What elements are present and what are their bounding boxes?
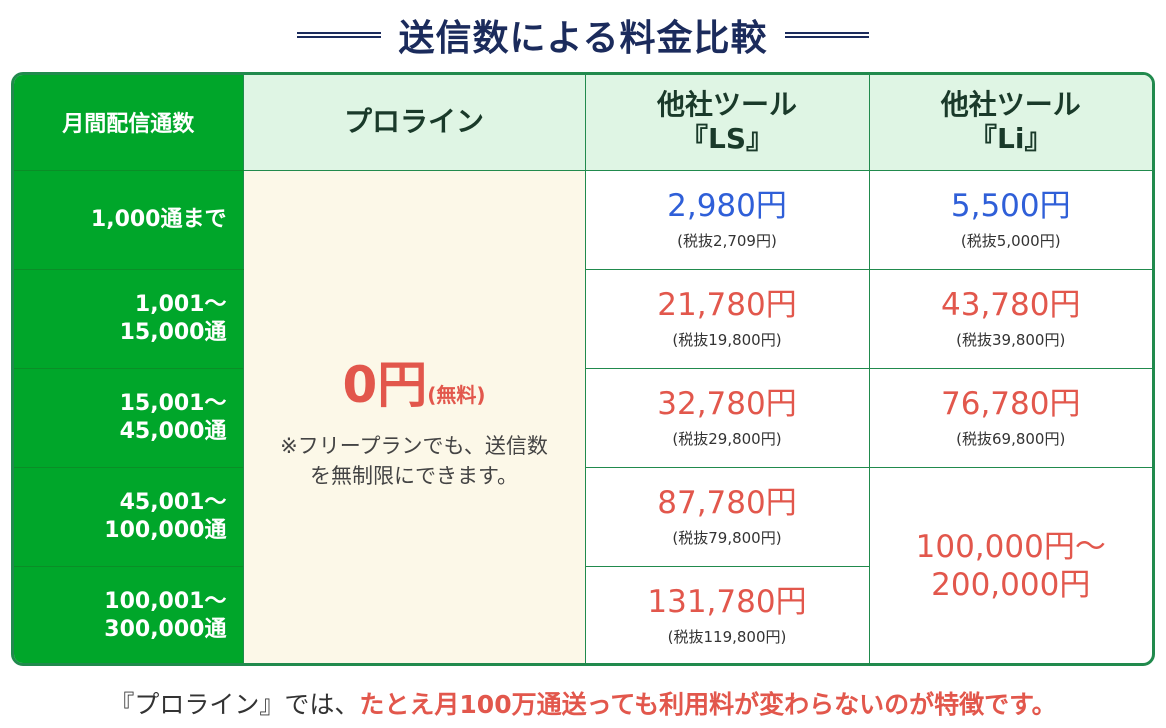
footer-prefix: 『プロライン』では、 [109,690,360,719]
column-header-label: 他社ツール [656,88,797,122]
ls-price-cell: 2,980円 (税抜2,709円) [584,170,869,270]
tax-excluded-note: (税抜2,709円) [677,232,777,250]
title-left-rule [296,32,381,38]
price-value: 2,980円 [667,188,787,224]
page-title: 送信数による料金比較 [398,18,768,59]
row-header: 45,001～ 100,000通 [14,467,243,567]
column-header-label: プロライン [343,105,484,139]
column-header-ls: 他社ツール 『LS』 [584,75,869,171]
tax-excluded-note: (税抜19,800円) [672,331,782,349]
row-header-label: 300,000通 [104,616,227,642]
row-header-label: 100,000通 [104,517,227,543]
price-value: 32,780円 [657,386,797,422]
table-row: 1,001～ 15,000通 21,780円 (税抜19,800円) 43,78… [14,269,1152,369]
proline-price-cell: 0円(無料) ※フリープランでも、送信数を無制限にできます。 [242,170,585,663]
tax-excluded-note: (税抜5,000円) [960,232,1061,250]
ls-price-cell: 87,780円 (税抜79,800円) [584,467,869,567]
price-range-end: 200,000円 [931,567,1091,604]
price-value: 87,780円 [657,485,797,521]
tax-excluded-note: (税抜29,800円) [672,430,782,448]
row-header: 15,001～ 45,000通 [14,368,243,468]
row-header: 100,001～ 300,000通 [14,566,243,663]
tax-excluded-note: (税抜39,800円) [956,331,1066,349]
title-bar: 送信数による料金比較 [0,0,1166,70]
row-header-label: 15,001～ [119,390,227,416]
price-value: 131,780円 [647,584,807,621]
price-value: 43,780円 [941,287,1081,323]
table-row: 100,001～ 300,000通 131,780円 (税抜119,800円) [14,566,1152,663]
free-price-suffix: (無料) [427,382,486,407]
free-price-amount: 0円 [342,355,428,414]
row-header: 1,001～ 15,000通 [14,269,243,369]
tax-excluded-note: (税抜119,800円) [667,628,787,647]
table-header-row: 月間配信通数 プロライン 他社ツール 『LS』 他社ツール 『Li』 [14,75,1152,171]
row-header-label: 15,000通 [119,319,227,345]
table-row: 15,001～ 45,000通 32,780円 (税抜29,800円) 76,7… [14,368,1152,468]
tax-excluded-note: (税抜69,800円) [956,430,1066,448]
corner-header: 月間配信通数 [14,75,243,171]
title-right-rule [785,32,870,38]
proline-price: 0円(無料) [244,345,585,417]
free-plan-note: ※フリープランでも、送信数を無制限にできます。 [280,433,548,488]
ls-price-cell: 32,780円 (税抜29,800円) [584,368,869,468]
table-row: 45,001～ 100,000通 87,780円 (税抜79,800円) 100… [14,467,1152,663]
li-price-cell: 76,780円 (税抜69,800円) [868,368,1152,468]
price-value: 21,780円 [657,287,797,323]
price-range-start: 100,000円～ [915,529,1106,566]
footer-statement: 『プロライン』では、 たとえ月100万通送っても利用料が変わらないのが特徴です。 [0,678,1166,728]
column-header-sublabel: 『Li』 [969,122,1053,156]
row-header-label: 100,001～ [104,588,227,614]
li-merged-price-cell: 100,000円～ 200,000円 [868,467,1152,663]
row-header-label: 1,001～ [134,291,227,317]
price-value: 76,780円 [941,386,1081,422]
ls-price-cell: 21,780円 (税抜19,800円) [584,269,869,369]
row-header-label: 45,001～ [119,489,227,515]
li-price-cell: 43,780円 (税抜39,800円) [868,269,1152,369]
table-row: 1,000通まで 0円(無料) ※フリープランでも、送信数を無制限にできます。 … [14,170,1152,663]
comparison-table: 月間配信通数 プロライン 他社ツール 『LS』 他社ツール 『Li』 1,000… [11,72,1155,666]
footer-emphasis: たとえ月100万通送っても利用料が変わらないのが特徴です。 [359,690,1057,719]
column-header-proline: プロライン [242,75,585,171]
ls-price-cell: 131,780円 (税抜119,800円) [584,566,869,663]
row-header: 1,000通まで [14,170,243,270]
column-header-label: 他社ツール [940,88,1081,122]
row-header-label: 45,000通 [119,418,227,444]
li-price-cell: 5,500円 (税抜5,000円) [868,170,1152,270]
column-header-sublabel: 『LS』 [679,122,774,156]
price-value: 5,500円 [950,188,1071,224]
tax-excluded-note: (税抜79,800円) [672,529,782,547]
row-header-label: 1,000通まで [90,206,227,232]
column-header-li: 他社ツール 『Li』 [868,75,1152,171]
